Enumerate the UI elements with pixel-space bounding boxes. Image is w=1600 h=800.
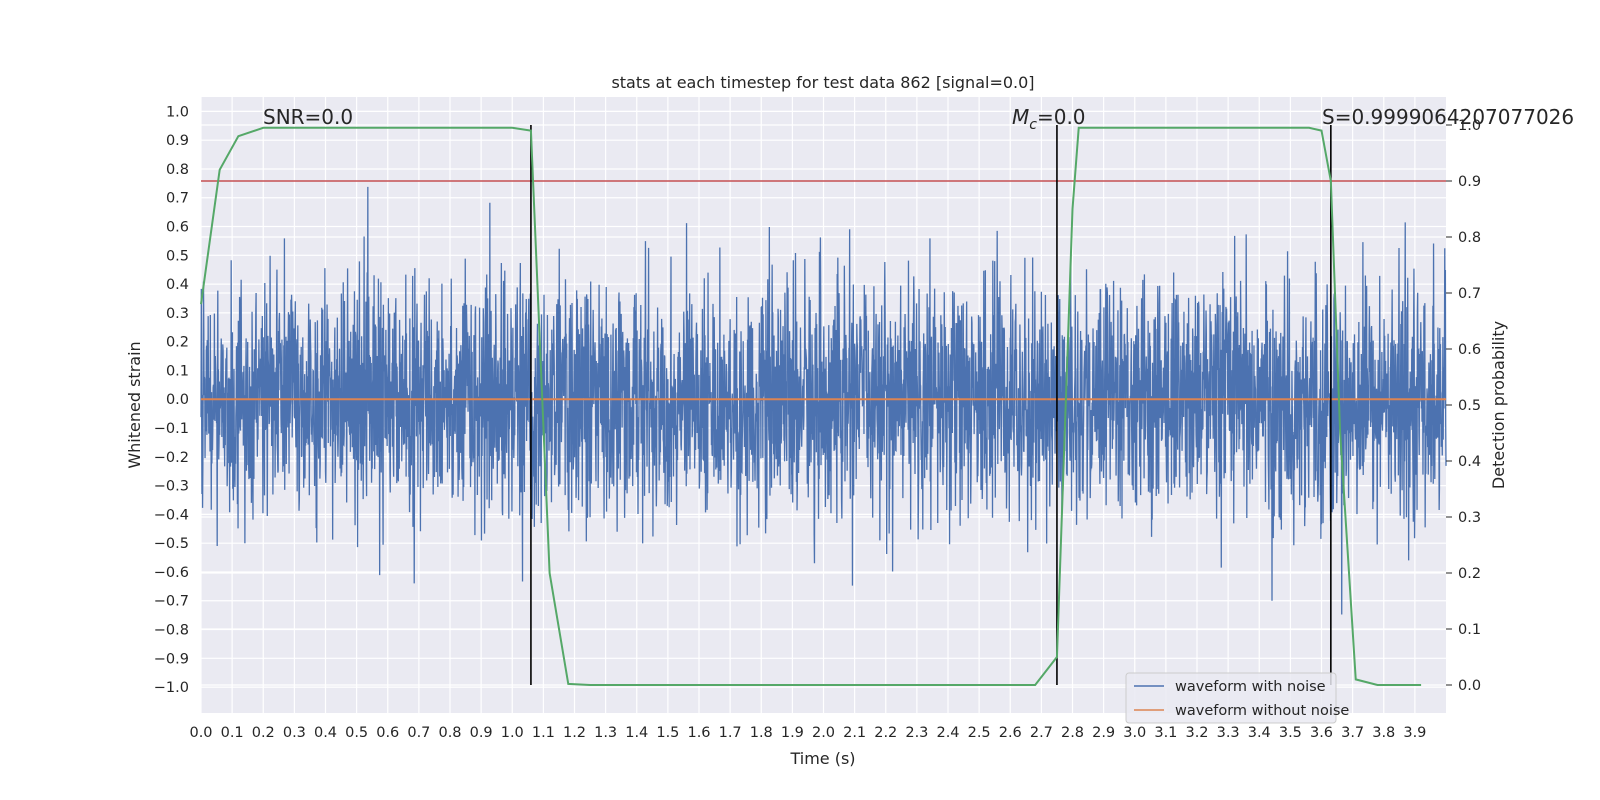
x-tick-label: 2.0 <box>812 725 835 741</box>
x-tick-label: 0.7 <box>407 725 430 741</box>
x-tick-label: 1.1 <box>532 725 555 741</box>
y-axis-label: Whitened strain <box>125 341 144 468</box>
y-tick-label: −0.9 <box>154 651 189 667</box>
x-tick-label: 3.8 <box>1372 725 1395 741</box>
y-tick-label: 0.6 <box>166 220 189 236</box>
x-tick-label: 3.9 <box>1403 725 1426 741</box>
x-tick-label: 2.9 <box>1092 725 1115 741</box>
y2-tick-label: 0.2 <box>1458 566 1481 582</box>
chart-title: stats at each timestep for test data 862… <box>611 73 1034 92</box>
y2-tick-label: 1.0 <box>1458 118 1481 134</box>
x-tick-label: 1.0 <box>501 725 524 741</box>
y2-tick-label: 0.7 <box>1458 286 1481 302</box>
x-tick-label: 1.9 <box>781 725 804 741</box>
y-tick-label: 0.8 <box>166 162 189 178</box>
x-tick-label: 1.3 <box>594 725 617 741</box>
y-tick-label: −0.2 <box>154 450 189 466</box>
x-tick-label: 2.2 <box>874 725 897 741</box>
y2-tick-label: 0.5 <box>1458 398 1481 414</box>
x-tick-label: 2.7 <box>1030 725 1053 741</box>
snr-annotation: SNR=0.0 <box>263 105 353 129</box>
mc-symbol: M <box>1012 105 1029 129</box>
y-tick-label: 0.1 <box>166 363 189 379</box>
y-tick-label: 0.3 <box>166 306 189 322</box>
x-tick-label: 1.2 <box>563 725 586 741</box>
y-tick-label: −0.6 <box>154 565 189 581</box>
x-tick-label: 2.1 <box>843 725 866 741</box>
x-tick-label: 0.4 <box>314 725 337 741</box>
x-tick-label: 0.5 <box>345 725 368 741</box>
y-tick-label: −1.0 <box>154 680 189 696</box>
s-annotation: S=0.9999064207077026 <box>1322 105 1574 129</box>
x-tick-label: 3.6 <box>1310 725 1333 741</box>
y-tick-label: 0.4 <box>166 277 189 293</box>
x-tick-label: 3.4 <box>1248 725 1271 741</box>
y-tick-label: −0.1 <box>154 421 189 437</box>
x-tick-label: 3.3 <box>1217 725 1240 741</box>
x-tick-label: 0.6 <box>376 725 399 741</box>
x-tick-label: 0.1 <box>221 725 244 741</box>
y2-tick-label: 0.9 <box>1458 174 1481 190</box>
x-tick-label: 1.6 <box>687 725 710 741</box>
x-axis-label: Time (s) <box>789 749 855 768</box>
y2-tick-label: 0.4 <box>1458 454 1481 470</box>
vertical-markers <box>530 125 1332 685</box>
y2-tick-label: 0.6 <box>1458 342 1481 358</box>
x-tick-label: 1.7 <box>719 725 742 741</box>
mc-value: =0.0 <box>1037 105 1086 129</box>
y-tick-label: 1.0 <box>166 104 189 120</box>
x-tick-label: 2.8 <box>1061 725 1084 741</box>
x-tick-label: 1.4 <box>625 725 648 741</box>
y-tick-label: −0.3 <box>154 479 189 495</box>
x-tick-label: 0.3 <box>283 725 306 741</box>
y-tick-label: 0.2 <box>166 335 189 351</box>
y2-axis-label: Detection probability <box>1489 321 1508 489</box>
series-layer <box>200 125 1447 686</box>
y-tick-label: −0.8 <box>154 623 189 639</box>
legend-box <box>1125 672 1337 724</box>
x-tick-label: 0.8 <box>438 725 461 741</box>
y2-tick-label: 0.8 <box>1458 230 1481 246</box>
x-tick-label: 2.6 <box>999 725 1022 741</box>
y-tick-label: 0.5 <box>166 248 189 264</box>
x-tick-label: 3.2 <box>1185 725 1208 741</box>
x-tick-label: 0.9 <box>470 725 493 741</box>
y-tick-label: 0.9 <box>166 133 189 149</box>
legend-label-clean: waveform without noise <box>1175 703 1349 719</box>
y2-tick-labels: 1.0 0.9 0.8 0.7 0.6 0.5 0.4 0.3 0.2 0.1 0.0 <box>1446 118 1481 694</box>
y-tick-labels: 1.0 0.9 0.8 0.7 0.6 0.5 0.4 0.3 0.2 0.1 0.0 −0.1 −0.… <box>154 104 189 696</box>
y-tick-label: −0.5 <box>154 536 189 552</box>
detection-probability-line <box>200 126 1422 686</box>
x-tick-label: 0.2 <box>252 725 275 741</box>
y-tick-label: −0.7 <box>154 594 189 610</box>
y-tick-label: 0.7 <box>166 191 189 207</box>
y2-tick-label: 0.0 <box>1458 678 1481 694</box>
x-tick-label: 3.7 <box>1341 725 1364 741</box>
x-tick-label: 3.0 <box>1123 725 1146 741</box>
mc-subscript: c <box>1029 117 1037 133</box>
x-tick-labels: 0.0 0.1 0.2 0.3 0.4 0.5 0.6 0.7 0.8 0.9 1.0 1.1 1.2 1… <box>189 725 1426 741</box>
x-tick-label: 3.5 <box>1279 725 1302 741</box>
y-tick-label: 0.0 <box>166 392 189 408</box>
y2-tick-label: 0.3 <box>1458 510 1481 526</box>
x-tick-label: 2.5 <box>968 725 991 741</box>
y-tick-label: −0.4 <box>154 507 189 523</box>
legend: waveform with noise waveform without noi… <box>1125 672 1349 724</box>
x-tick-label: 2.4 <box>936 725 959 741</box>
mc-annotation: Mc=0.0 <box>1012 105 1086 133</box>
legend-label-noise: waveform with noise <box>1175 679 1326 695</box>
x-tick-label: 1.5 <box>656 725 679 741</box>
y2-tick-label: 0.1 <box>1458 622 1481 638</box>
x-tick-label: 2.3 <box>905 725 928 741</box>
waveform-with-noise-line <box>200 186 1447 615</box>
x-tick-label: 3.1 <box>1154 725 1177 741</box>
x-tick-label: 1.8 <box>750 725 773 741</box>
x-tick-label: 0.0 <box>189 725 212 741</box>
